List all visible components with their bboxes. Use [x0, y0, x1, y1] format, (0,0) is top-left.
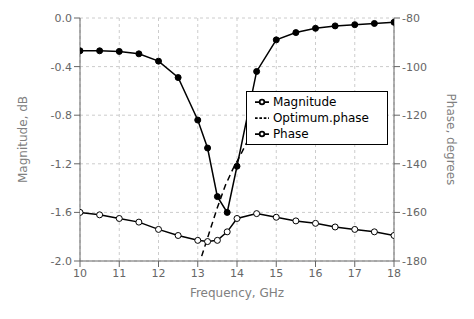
svg-text:14: 14: [230, 267, 244, 280]
svg-text:-160: -160: [402, 206, 427, 219]
svg-text:-2.0: -2.0: [51, 255, 72, 268]
svg-text:13: 13: [191, 267, 205, 280]
svg-text:10: 10: [73, 267, 87, 280]
svg-text:11: 11: [112, 267, 126, 280]
svg-text:16: 16: [309, 267, 323, 280]
svg-text:Frequency, GHz: Frequency, GHz: [190, 286, 284, 300]
svg-text:-0.8: -0.8: [51, 109, 72, 122]
svg-text:15: 15: [269, 267, 283, 280]
html-text:Phase: Phase: [272, 126, 309, 141]
svg-text:0.0: 0.0: [55, 12, 73, 25]
svg-text:-180: -180: [402, 255, 427, 268]
html-text:Magnitude: Magnitude: [272, 94, 337, 109]
svg-text:-1.2: -1.2: [51, 158, 72, 171]
svg-text:-0.4: -0.4: [51, 61, 72, 74]
svg-text:-1.6: -1.6: [51, 206, 72, 219]
svg-text:-120: -120: [402, 109, 427, 122]
svg-text:12: 12: [152, 267, 166, 280]
svg-text:-100: -100: [402, 61, 427, 74]
svg-text:-80: -80: [402, 12, 420, 25]
svg-text:Phase, degrees: Phase, degrees: [444, 94, 458, 186]
svg-text:Magnitude, dB: Magnitude, dB: [16, 96, 30, 183]
html-text:Optimum.phase: Optimum.phase: [272, 110, 369, 125]
svg-text:17: 17: [348, 267, 362, 280]
svg-text:-140: -140: [402, 158, 427, 171]
svg-text:18: 18: [387, 267, 401, 280]
